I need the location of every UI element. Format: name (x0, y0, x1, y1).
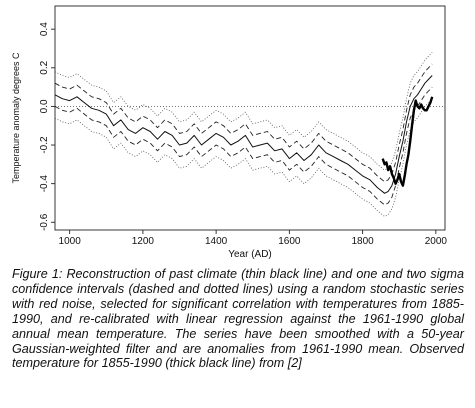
series-line-dotted-4 (54, 98, 433, 217)
plot-frame (54, 5, 446, 231)
series-line-thin-0 (54, 75, 433, 194)
series-line-dashed-2 (54, 86, 433, 206)
x-tick-label: 2000 (425, 236, 448, 247)
series-line-dashed-1 (54, 63, 433, 183)
y-tick-label: -0.4 (39, 175, 50, 193)
series-line-dotted-3 (54, 52, 433, 171)
y-tick-label: -0.6 (39, 213, 50, 231)
x-tick-label: 1600 (278, 236, 301, 247)
y-tick-label: 0.2 (39, 60, 50, 74)
y-tick-label: 0.4 (39, 22, 50, 36)
figure-caption: Figure 1: Reconstruction of past climate… (12, 267, 464, 371)
y-tick-label: -0.2 (39, 136, 50, 154)
y-tick-label: 0.0 (39, 99, 50, 113)
y-axis-label: Temperature anomaly degrees C (11, 52, 21, 184)
series-line-thick-5 (381, 96, 434, 187)
axes: 1000 1200 1400 1600 1800 2000 -0.6 -0.4 -0.2 0.0 0… (39, 22, 447, 247)
x-tick-label: 1000 (59, 236, 82, 247)
plot-border (54, 5, 446, 231)
chart: 1000 1200 1400 1600 1800 2000 -0.6 -0.4 -0.2 0.0 0… (11, 5, 447, 260)
x-tick-label: 1200 (132, 236, 155, 247)
x-tick-label: 1800 (351, 236, 374, 247)
x-axis-label: Year (AD) (228, 249, 272, 260)
x-tick-label: 1400 (205, 236, 228, 247)
series-group (54, 52, 434, 217)
